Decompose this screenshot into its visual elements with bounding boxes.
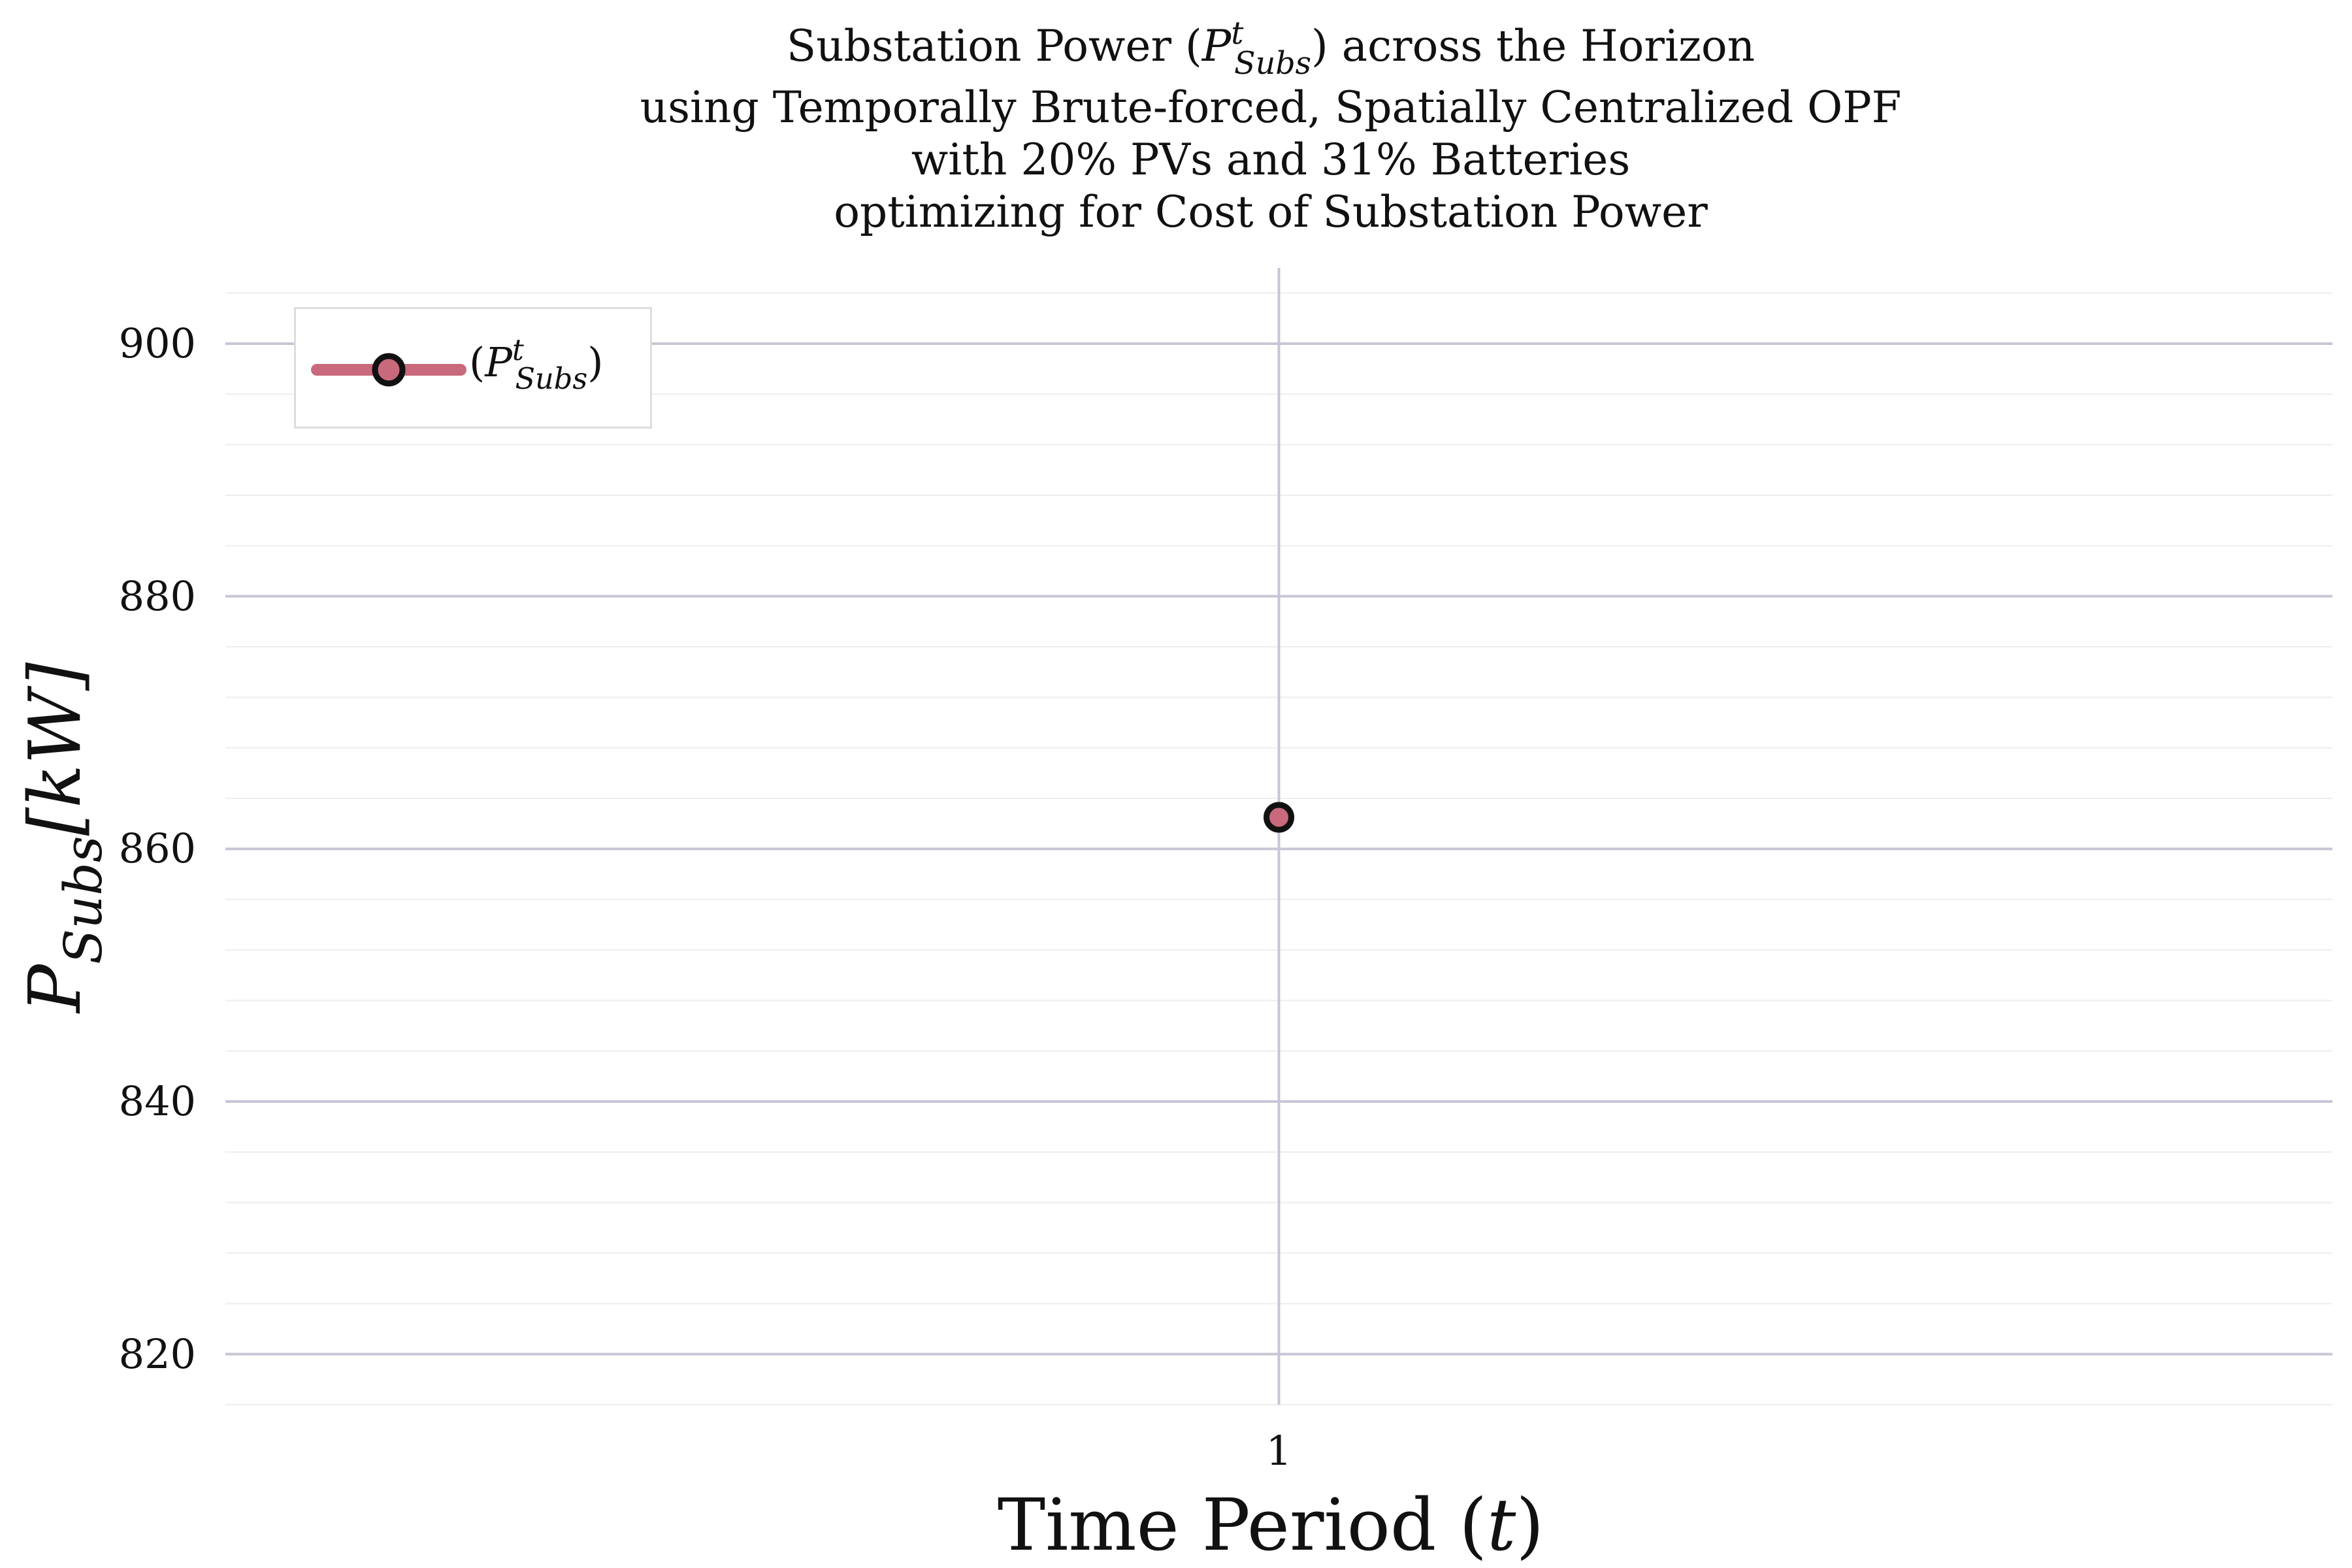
legend-label: (PtSubs): [469, 333, 604, 396]
legend-marker: [372, 353, 406, 387]
legend-swatch: [311, 353, 466, 387]
title-line-1: Substation Power (PtSubs) across the Hor…: [786, 15, 1756, 82]
x-tick-label: 1: [1266, 1427, 1292, 1475]
data-point: [1264, 802, 1294, 833]
title-line-4: optimizing for Cost of Substation Power: [834, 187, 1708, 237]
series-layer: [1264, 802, 1294, 833]
y-tick-label: 840: [118, 1077, 196, 1125]
y-tick-label: 900: [118, 319, 196, 367]
y-tick-label: 860: [118, 825, 196, 873]
y-axis-label: PSubs[kW]: [13, 662, 114, 1013]
y-tick-label: 820: [118, 1330, 196, 1378]
legend: (PtSubs): [294, 307, 652, 429]
title-line-3: with 20% PVs and 31% Batteries: [911, 135, 1631, 185]
y-tick-label: 880: [118, 572, 196, 620]
x-axis-label: Time Period (t): [997, 1483, 1544, 1567]
title-line-2: using Temporally Brute-forced, Spatially…: [640, 82, 1902, 133]
